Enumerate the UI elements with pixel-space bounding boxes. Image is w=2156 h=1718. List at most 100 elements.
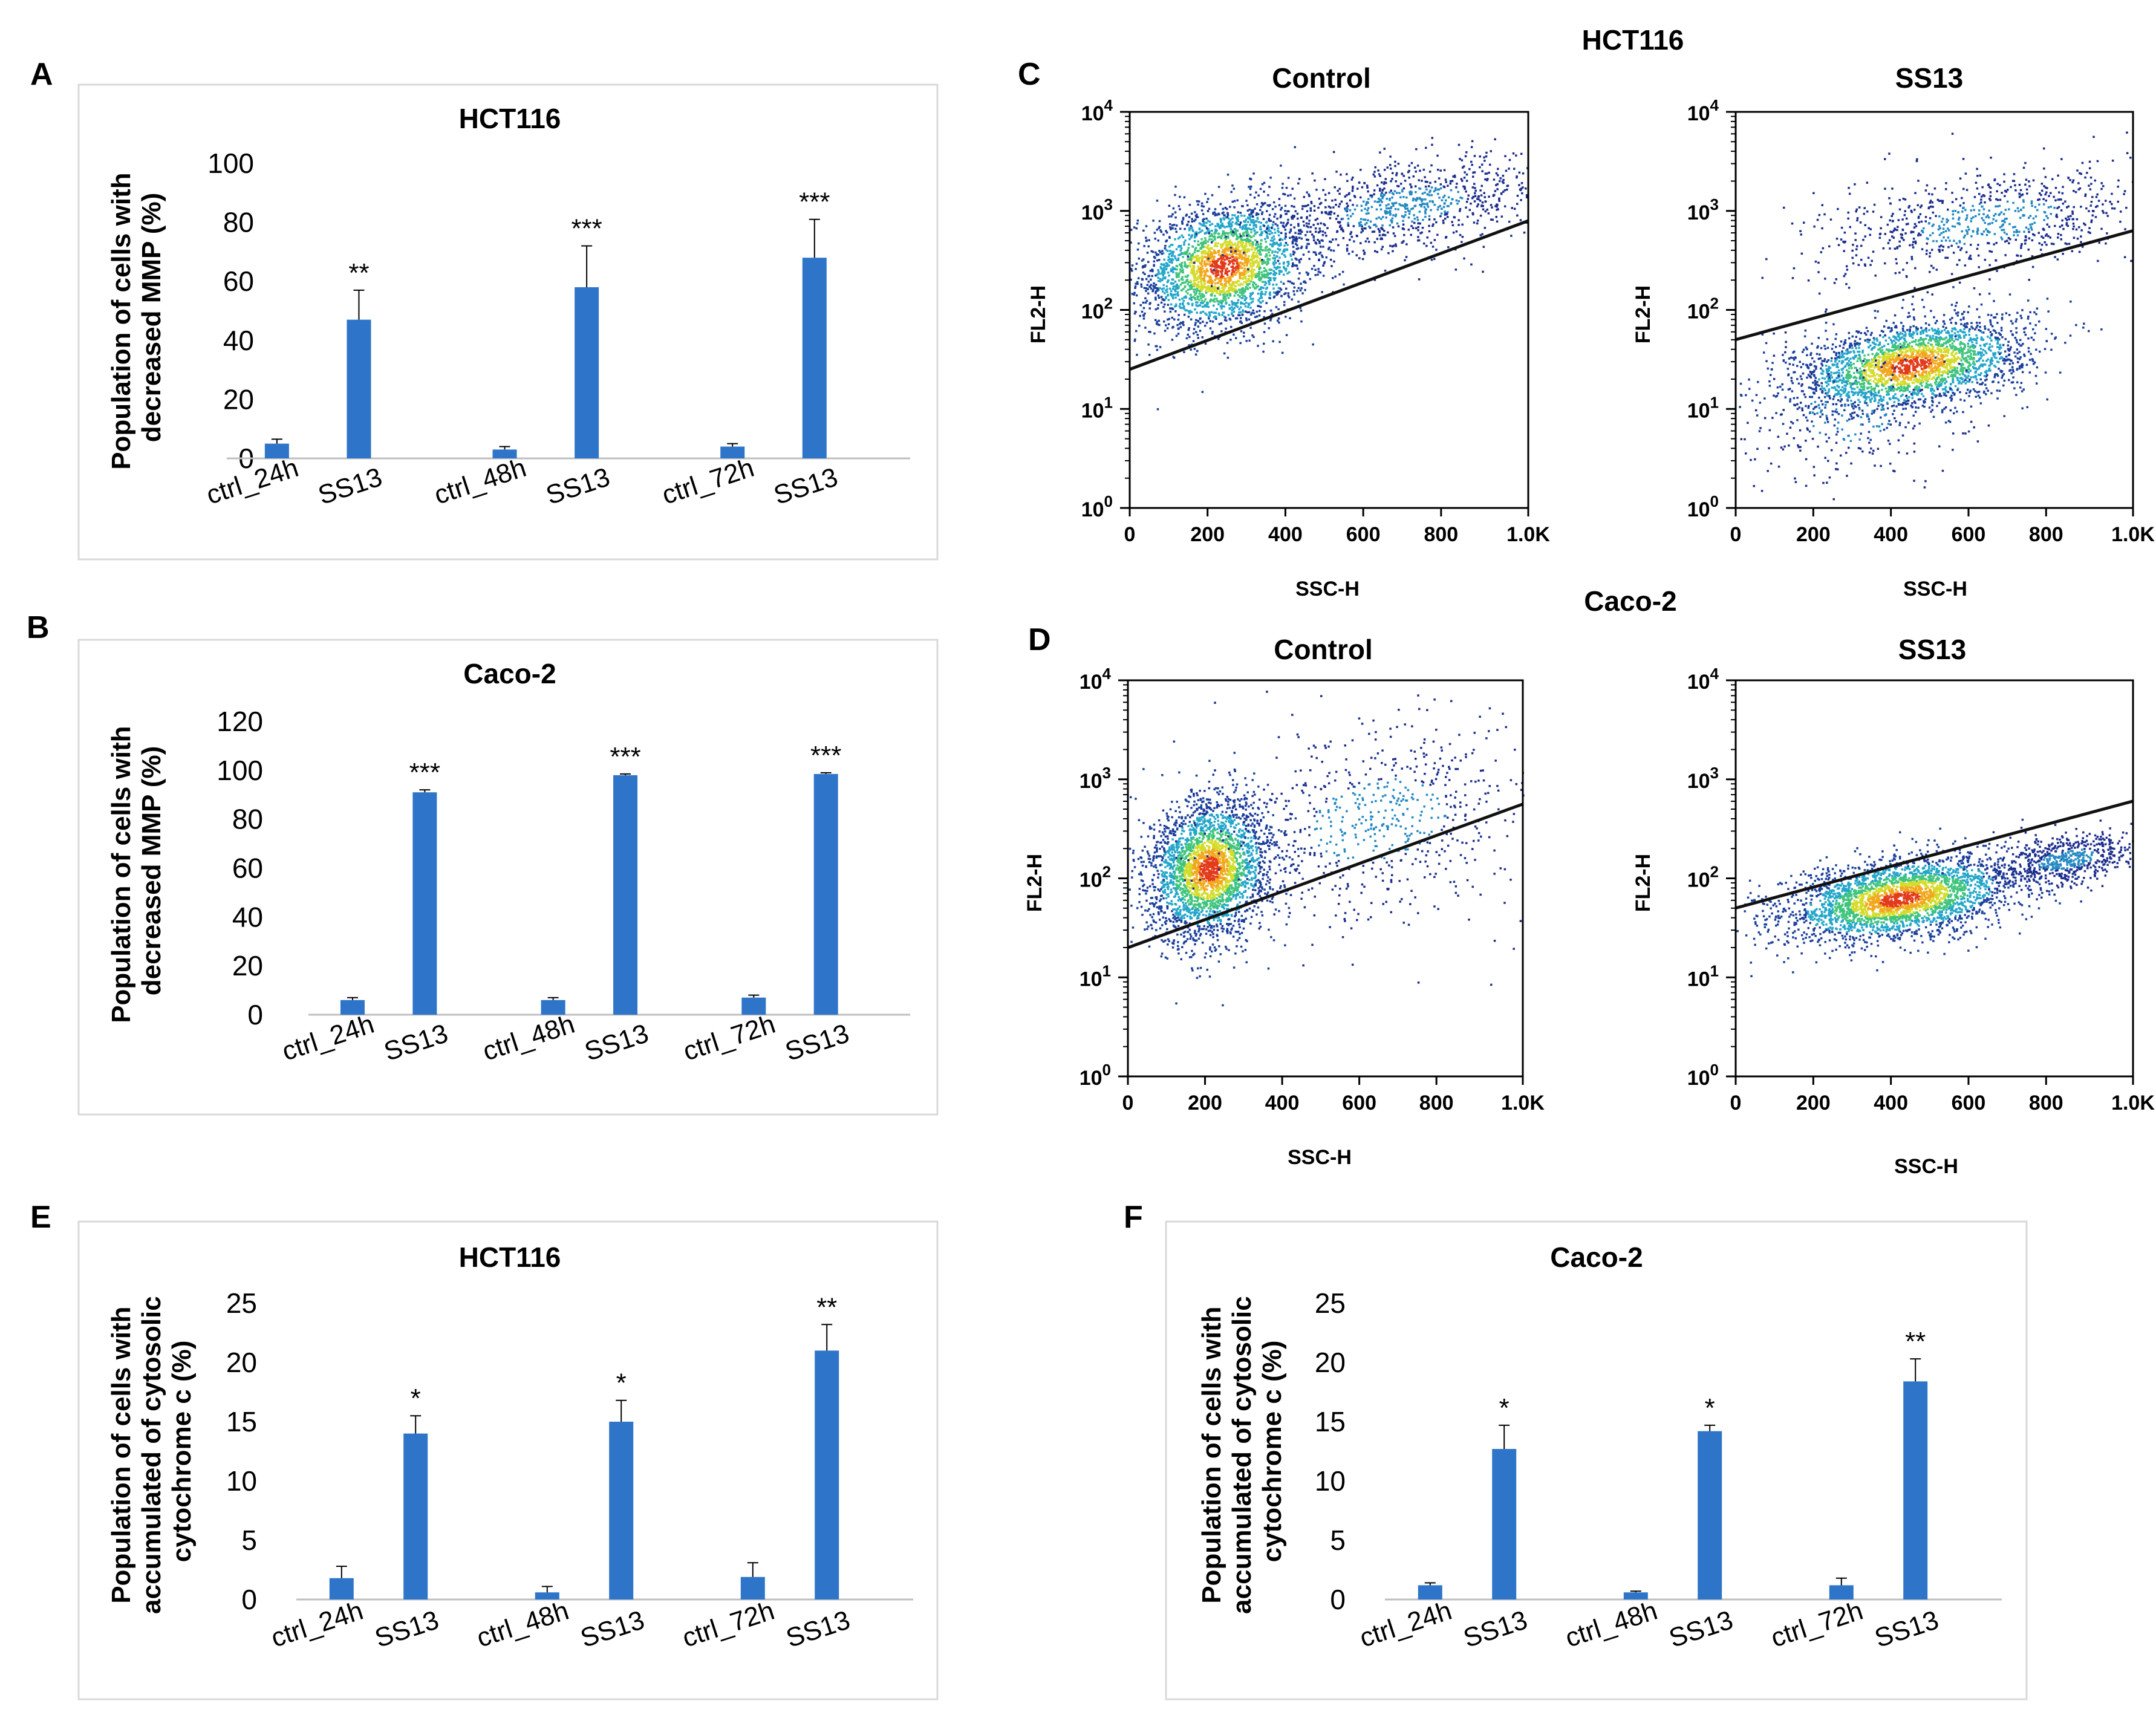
flow-c-control-event-dot bbox=[1367, 190, 1369, 193]
flow-c-control-event-dot bbox=[1244, 260, 1246, 263]
flow-c-control-event-dot bbox=[1383, 148, 1386, 150]
flow-c-control-event-dot bbox=[1428, 194, 1431, 197]
flow-c-ss13-event-dot bbox=[1869, 363, 1872, 366]
flow-c-control-event-dot bbox=[1203, 274, 1206, 276]
flow-c-control-event-dot bbox=[1434, 189, 1437, 191]
flow-c-control-event-dot bbox=[1174, 238, 1176, 241]
flow-c-ss13-event-dot bbox=[1820, 362, 1823, 365]
flow-c-control-event-dot bbox=[1145, 299, 1148, 302]
flow-c-control-event-dot bbox=[1363, 249, 1365, 252]
flow-c-control-event-dot bbox=[1366, 184, 1369, 187]
flow-c-ss13-event-dot bbox=[1901, 394, 1904, 396]
flow-c-ss13-event-dot bbox=[1988, 292, 1991, 295]
flow-c-control-event-dot bbox=[1254, 220, 1257, 223]
flow-c-control-event-dot bbox=[1174, 185, 1177, 188]
flow-c-control-event-dot bbox=[1232, 274, 1234, 277]
flow-c-ss13-event-dot bbox=[1857, 404, 1860, 406]
flow-c-control-event-dot bbox=[1203, 240, 1205, 243]
flow-c-ss13-event-dot bbox=[1827, 377, 1830, 380]
flow-c-control-event-dot bbox=[1243, 261, 1246, 264]
flow-c-control-event-dot bbox=[1242, 225, 1245, 227]
flow-c-ss13-event-dot bbox=[1917, 406, 1920, 409]
flow-c-control-event-dot bbox=[1203, 221, 1206, 224]
flow-c-ss13-event-dot bbox=[2018, 351, 2021, 353]
flow-c-control-event-dot bbox=[1179, 208, 1181, 210]
flow-c-control-event-dot bbox=[1271, 232, 1274, 235]
flow-c-control-event-dot bbox=[1276, 217, 1278, 220]
flow-c-control-event-dot bbox=[1330, 265, 1333, 267]
flow-c-ss13-event-dot bbox=[1936, 330, 1939, 333]
flow-c-ss13-event-dot bbox=[1909, 328, 1911, 331]
flow-c-ss13-event-dot bbox=[1890, 354, 1892, 356]
flow-c-control-event-dot bbox=[1218, 213, 1220, 216]
flow-c-control-event-dot bbox=[1147, 288, 1149, 290]
flow-c-control-event-dot bbox=[1213, 211, 1216, 213]
flow-c-control-event-dot bbox=[1157, 268, 1159, 272]
flow-c-control-event-dot bbox=[1417, 239, 1419, 242]
flow-c-ss13-event-dot bbox=[1872, 369, 1875, 372]
flow-c-control-event-dot bbox=[1146, 252, 1149, 254]
flow-c-ss13-event-dot bbox=[1934, 322, 1937, 325]
flow-c-ss13-event-dot bbox=[1764, 397, 1766, 400]
flow-c-control-event-dot bbox=[1292, 262, 1294, 265]
flow-c-ss13-event-dot bbox=[1892, 384, 1894, 387]
flow-c-ss13-event-dot bbox=[1952, 286, 1955, 288]
flow-c-control-title: Control bbox=[1272, 62, 1371, 94]
flow-c-ss13-event-dot bbox=[1985, 375, 1988, 378]
flow-c-control-event-dot bbox=[1175, 230, 1177, 233]
flow-c-control-event-dot bbox=[1384, 212, 1387, 214]
flow-c-control-event-dot bbox=[1439, 215, 1442, 218]
flow-c-control-event-dot bbox=[1193, 273, 1196, 276]
flow-c-control-event-dot bbox=[1197, 337, 1199, 339]
flow-c-control-event-dot bbox=[1288, 231, 1291, 234]
flow-c-ss13-event-dot bbox=[1932, 351, 1935, 354]
flow-c-control-event-dot bbox=[1155, 308, 1158, 311]
flow-c-control-event-dot bbox=[1397, 208, 1399, 210]
flow-c-control-event-dot bbox=[1229, 339, 1232, 341]
panel-b-ytick-label: 40 bbox=[232, 901, 263, 932]
flow-c-control-event-dot bbox=[1165, 240, 1167, 242]
flow-c-control-event-dot bbox=[1390, 189, 1392, 192]
flow-c-control-event-dot bbox=[1220, 274, 1223, 276]
flow-c-control-event-dot bbox=[1130, 229, 1133, 231]
flow-c-ss13-event-dot bbox=[1841, 379, 1843, 382]
panel-a-bar bbox=[264, 443, 289, 458]
flow-c-control-event-dot bbox=[1235, 221, 1238, 224]
flow-d-control-xlabel: SSC-H bbox=[1288, 1146, 1352, 1169]
flow-c-control-event-dot bbox=[1245, 254, 1247, 256]
flow-c-ss13-event-dot bbox=[1923, 405, 1926, 408]
flow-c-control-xtick-label: 1.0K bbox=[1506, 523, 1550, 546]
flow-c-control-event-dot bbox=[1146, 284, 1148, 286]
flow-c-control-event-dot bbox=[1154, 238, 1156, 240]
flow-c-control-event-dot bbox=[1199, 223, 1202, 226]
flow-c-control-event-dot bbox=[1313, 264, 1315, 267]
flow-c-ss13-event-dot bbox=[1857, 357, 1860, 360]
flow-c-control-event-dot bbox=[1474, 195, 1477, 198]
flow-c-control-event-dot bbox=[1459, 210, 1461, 212]
flow-c-ss13-event-dot bbox=[2001, 313, 2004, 316]
flow-c-control-event-dot bbox=[1190, 254, 1193, 256]
flow-c-ss13-event-dot bbox=[1882, 351, 1884, 354]
flow-c-control-event-dot bbox=[1206, 247, 1209, 249]
flow-c-control-event-dot bbox=[1157, 279, 1160, 282]
flow-c-ss13-event-dot bbox=[1973, 345, 1976, 348]
flow-c-control-event-dot bbox=[1241, 263, 1244, 265]
flow-c-control-event-dot bbox=[1401, 215, 1404, 218]
flow-group-title-hct116: HCT116 bbox=[1582, 24, 1684, 56]
flow-c-control-event-dot bbox=[1426, 202, 1428, 204]
flow-c-control-event-dot bbox=[1277, 317, 1280, 320]
flow-c-ss13-event-dot bbox=[1960, 323, 1962, 325]
flow-c-control-event-dot bbox=[1219, 280, 1221, 283]
flow-c-control-event-dot bbox=[1365, 203, 1367, 206]
panel-f-ytick-label: 25 bbox=[1315, 1287, 1346, 1319]
flow-c-control-event-dot bbox=[1267, 261, 1269, 264]
flow-c-control-event-dot bbox=[1248, 279, 1251, 282]
flow-c-control-event-dot bbox=[1387, 203, 1390, 206]
flow-c-ss13-event-dot bbox=[1861, 350, 1864, 352]
flow-c-control-event-dot bbox=[1260, 278, 1262, 281]
panel-e-significance-label: ** bbox=[816, 1292, 837, 1322]
flow-c-control-event-dot bbox=[1234, 256, 1237, 258]
flow-c-control-event-dot bbox=[1179, 270, 1182, 273]
flow-c-control-event-dot bbox=[1422, 203, 1425, 205]
flow-c-ss13-event-dot bbox=[1869, 344, 1872, 347]
